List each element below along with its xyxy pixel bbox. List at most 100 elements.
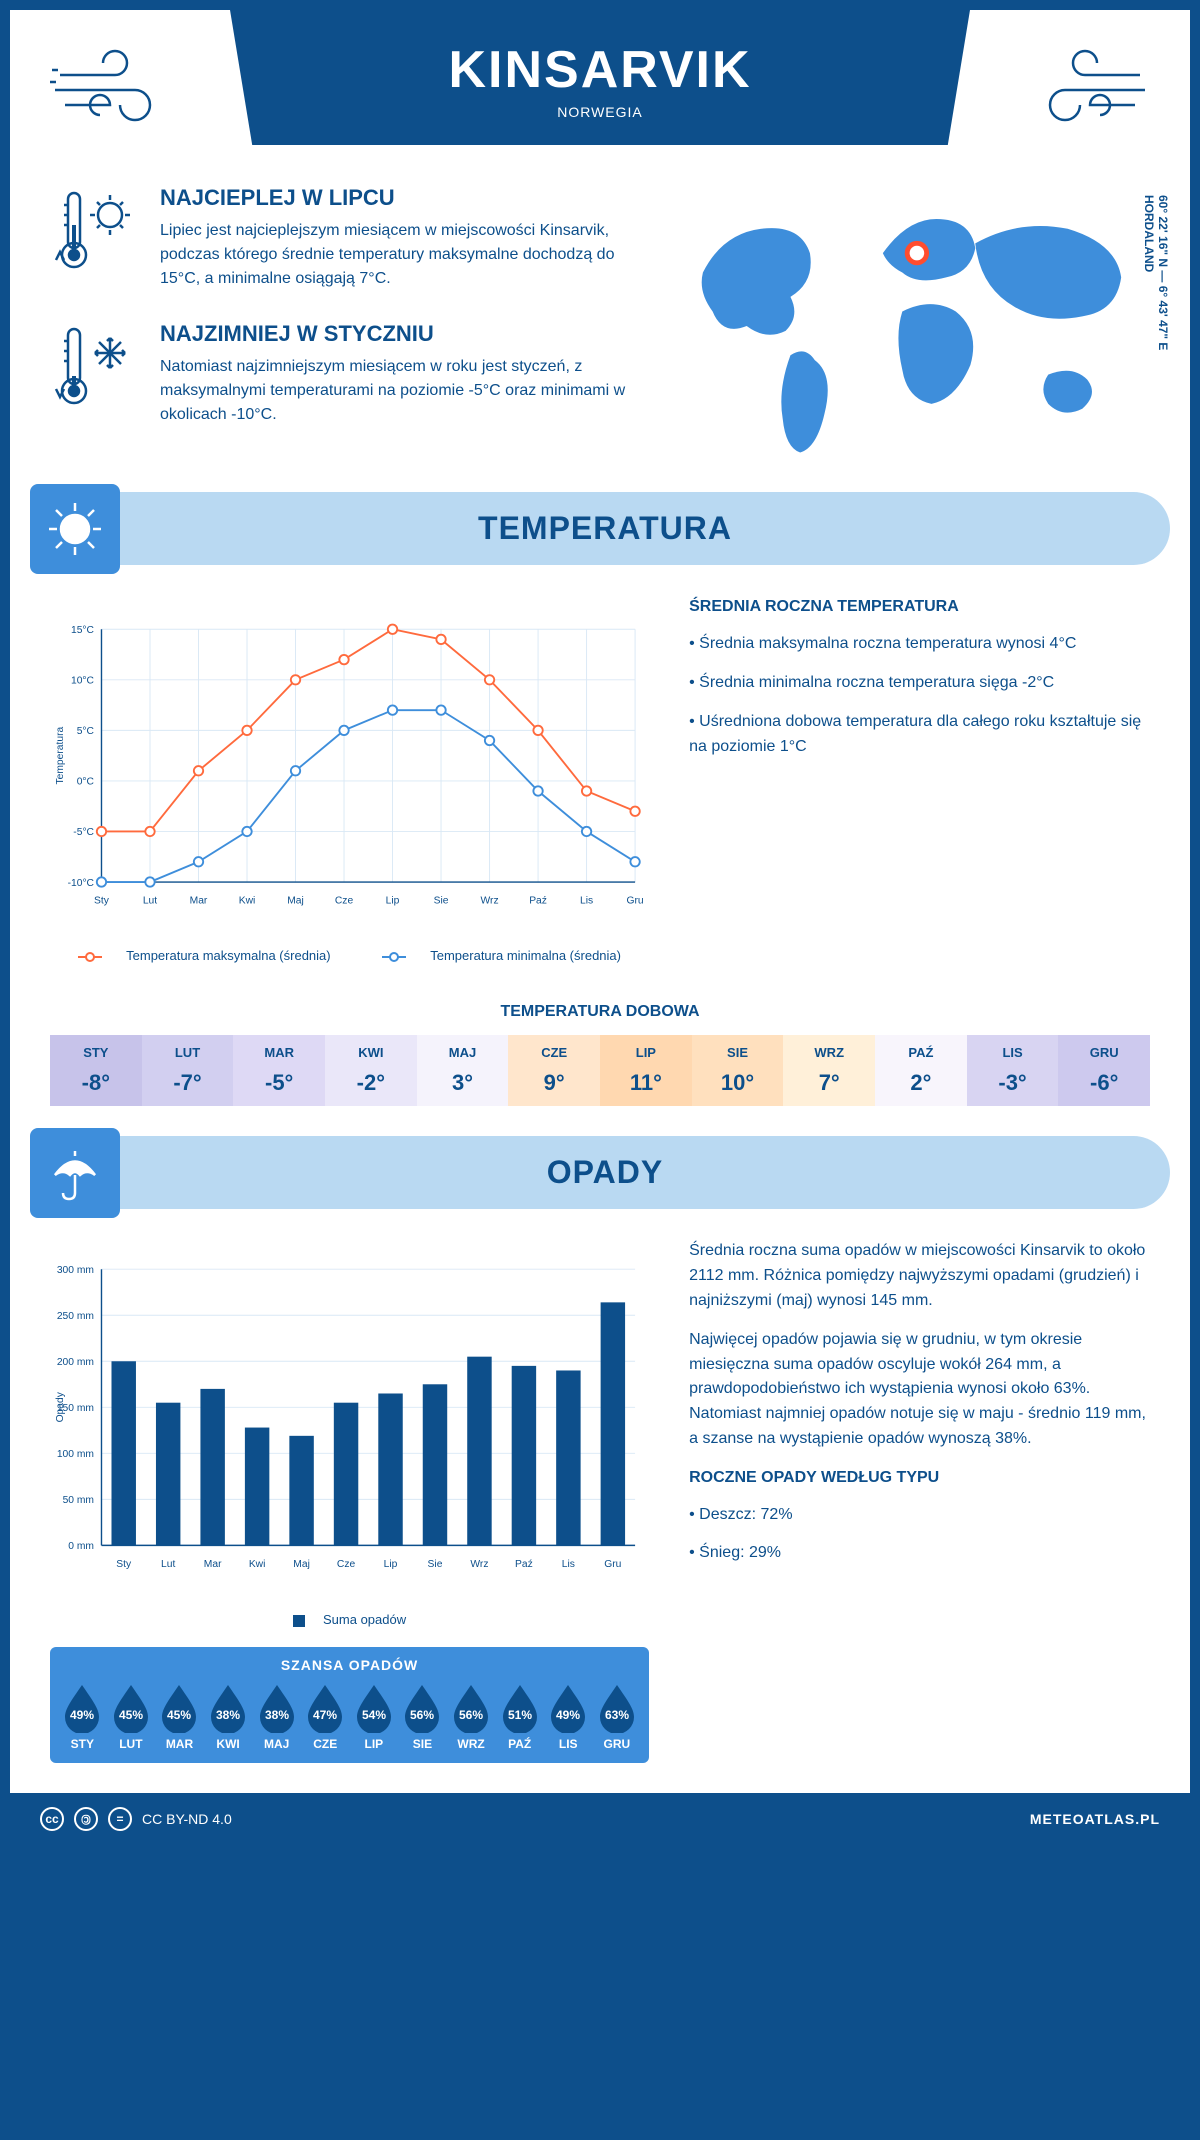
wind-icon-right — [1010, 40, 1150, 140]
svg-text:Maj: Maj — [287, 896, 304, 907]
precip-text: Średnia roczna suma opadów w miejscowośc… — [689, 1239, 1150, 1763]
svg-text:300 mm: 300 mm — [57, 1265, 94, 1276]
chance-strip: SZANSA OPADÓW 49% STY 45% LUT 45% MAR 38… — [50, 1647, 649, 1763]
footer-site: METEOATLAS.PL — [1030, 1811, 1160, 1827]
section-header-precip: OPADY — [30, 1136, 1170, 1209]
chance-drop: 49% LIS — [547, 1681, 589, 1751]
annual-b2: • Średnia minimalna roczna temperatura s… — [689, 671, 1150, 696]
temp-legend: Temperatura maksymalna (średnia) Tempera… — [50, 948, 649, 963]
svg-text:Gru: Gru — [604, 1559, 621, 1570]
svg-text:10°C: 10°C — [71, 676, 95, 687]
coords-latlon: 60° 22' 16" N — 6° 43' 47" E — [1156, 195, 1170, 350]
daily-cell: MAR -5° — [233, 1035, 325, 1106]
annual-temp-title: ŚREDNIA ROCZNA TEMPERATURA — [689, 595, 1150, 620]
chance-drop: 45% MAR — [158, 1681, 200, 1751]
warm-block: NAJCIEPLEJ W LIPCU Lipiec jest najcieple… — [50, 185, 634, 291]
svg-text:-10°C: -10°C — [68, 878, 95, 889]
chance-drop: 56% WRZ — [450, 1681, 492, 1751]
warm-title: NAJCIEPLEJ W LIPCU — [160, 185, 634, 211]
precip-legend-label: Suma opadów — [323, 1612, 406, 1627]
cold-body: Natomiast najzimniejszym miesiącem w rok… — [160, 355, 634, 427]
svg-text:Gru: Gru — [627, 896, 644, 907]
svg-text:250 mm: 250 mm — [57, 1311, 94, 1322]
precip-snow: • Śnieg: 29% — [689, 1541, 1150, 1566]
chance-drop: 47% CZE — [304, 1681, 346, 1751]
svg-text:51%: 51% — [508, 1708, 532, 1722]
intro-section: NAJCIEPLEJ W LIPCU Lipiec jest najcieple… — [10, 165, 1190, 492]
svg-text:Wrz: Wrz — [481, 896, 499, 907]
precip-section-title: OPADY — [130, 1154, 1170, 1191]
chance-drop: 38% MAJ — [256, 1681, 298, 1751]
warm-body: Lipiec jest najcieplejszym miesiącem w m… — [160, 219, 634, 291]
svg-text:-5°C: -5°C — [73, 828, 94, 839]
svg-text:Maj: Maj — [293, 1559, 310, 1570]
warm-text: NAJCIEPLEJ W LIPCU Lipiec jest najcieple… — [160, 185, 634, 291]
nd-icon: = — [108, 1807, 132, 1831]
svg-text:100 mm: 100 mm — [57, 1449, 94, 1460]
daily-temp-table: STY -8° LUT -7° MAR -5° KWI -2° MAJ 3° C… — [50, 1035, 1150, 1106]
cc-icon: cc — [40, 1807, 64, 1831]
daily-cell: LIS -3° — [967, 1035, 1059, 1106]
license-text: CC BY-ND 4.0 — [142, 1811, 232, 1827]
page: KINSARVIK NORWEGIA — [10, 10, 1190, 1845]
svg-text:Cze: Cze — [335, 896, 354, 907]
svg-text:0 mm: 0 mm — [68, 1541, 94, 1552]
svg-text:0°C: 0°C — [77, 777, 95, 788]
daily-cell: MAJ 3° — [417, 1035, 509, 1106]
svg-text:Lis: Lis — [562, 1559, 575, 1570]
svg-text:49%: 49% — [70, 1708, 94, 1722]
svg-text:Wrz: Wrz — [470, 1559, 488, 1570]
svg-text:54%: 54% — [362, 1708, 386, 1722]
svg-text:Lis: Lis — [580, 896, 593, 907]
chance-drop: 49% STY — [61, 1681, 103, 1751]
svg-text:Lut: Lut — [143, 896, 157, 907]
chance-drop: 56% SIE — [401, 1681, 443, 1751]
coordinates: 60° 22' 16" N — 6° 43' 47" E HORDALAND — [1142, 195, 1170, 350]
svg-text:Lip: Lip — [386, 896, 400, 907]
daily-cell: SIE 10° — [692, 1035, 784, 1106]
svg-text:45%: 45% — [167, 1708, 191, 1722]
precip-p2: Najwięcej opadów pojawia się w grudniu, … — [689, 1328, 1150, 1452]
svg-text:Sty: Sty — [116, 1559, 132, 1570]
temp-content: -10°C-5°C0°C5°C10°C15°CStyLutMarKwiMajCz… — [10, 565, 1190, 993]
cold-text: NAJZIMNIEJ W STYCZNIU Natomiast najzimni… — [160, 321, 634, 427]
temp-section-title: TEMPERATURA — [130, 510, 1170, 547]
annual-temp-text: ŚREDNIA ROCZNA TEMPERATURA • Średnia mak… — [689, 595, 1150, 963]
section-header-temp: TEMPERATURA — [30, 492, 1170, 565]
chance-drop: 63% GRU — [596, 1681, 638, 1751]
svg-text:45%: 45% — [119, 1708, 143, 1722]
chance-drop: 51% PAŹ — [499, 1681, 541, 1751]
svg-text:5°C: 5°C — [77, 726, 95, 737]
precip-type-title: ROCZNE OPADY WEDŁUG TYPU — [689, 1466, 1150, 1491]
svg-text:Opady: Opady — [55, 1392, 66, 1423]
legend-min: Temperatura minimalna (średnia) — [430, 948, 621, 963]
svg-text:Paź: Paź — [515, 1559, 533, 1570]
precip-content: 0 mm50 mm100 mm150 mm200 mm250 mm300 mmS… — [10, 1209, 1190, 1793]
svg-text:Sie: Sie — [434, 896, 449, 907]
svg-text:200 mm: 200 mm — [57, 1357, 94, 1368]
footer-license: cc 🄯 = CC BY-ND 4.0 — [40, 1807, 232, 1831]
header: KINSARVIK NORWEGIA — [10, 10, 1190, 165]
daily-cell: KWI -2° — [325, 1035, 417, 1106]
svg-text:Kwi: Kwi — [249, 1559, 266, 1570]
svg-text:38%: 38% — [265, 1708, 289, 1722]
svg-text:Paź: Paź — [529, 896, 547, 907]
svg-text:Sie: Sie — [428, 1559, 443, 1570]
footer: cc 🄯 = CC BY-ND 4.0 METEOATLAS.PL — [10, 1793, 1190, 1845]
svg-text:49%: 49% — [556, 1708, 580, 1722]
svg-text:Mar: Mar — [204, 1559, 222, 1570]
svg-text:56%: 56% — [410, 1708, 434, 1722]
annual-b3: • Uśredniona dobowa temperatura dla całe… — [689, 710, 1150, 760]
thermometer-sun-icon — [50, 185, 140, 275]
legend-max: Temperatura maksymalna (średnia) — [126, 948, 330, 963]
annual-b1: • Średnia maksymalna roczna temperatura … — [689, 632, 1150, 657]
daily-temp-title: TEMPERATURA DOBOWA — [10, 1003, 1190, 1021]
precip-p1: Średnia roczna suma opadów w miejscowośc… — [689, 1239, 1150, 1313]
city-title: KINSARVIK — [230, 40, 970, 100]
chance-drops: 49% STY 45% LUT 45% MAR 38% KWI — [58, 1681, 641, 1751]
svg-text:38%: 38% — [216, 1708, 240, 1722]
world-map: 60° 22' 16" N — 6° 43' 47" E HORDALAND — [664, 185, 1150, 462]
coords-region: HORDALAND — [1142, 195, 1156, 272]
svg-text:63%: 63% — [605, 1708, 629, 1722]
svg-text:Sty: Sty — [94, 896, 110, 907]
